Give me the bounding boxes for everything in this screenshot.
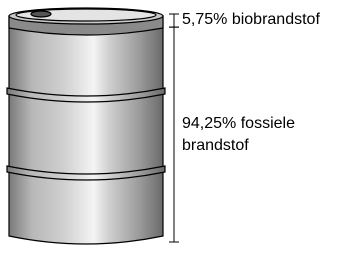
- value-label: 94,25%: [182, 115, 236, 132]
- infographic: 5,75% biobrandstof 94,25% fossiele brand…: [0, 0, 355, 261]
- barrel: [7, 8, 165, 244]
- label: 94,25% fossiele brandstof: [182, 113, 332, 157]
- category-label: biobrandstof: [232, 11, 320, 28]
- value-label: 5,75%: [182, 11, 227, 28]
- label: 5,75% biobrandstof: [182, 9, 320, 31]
